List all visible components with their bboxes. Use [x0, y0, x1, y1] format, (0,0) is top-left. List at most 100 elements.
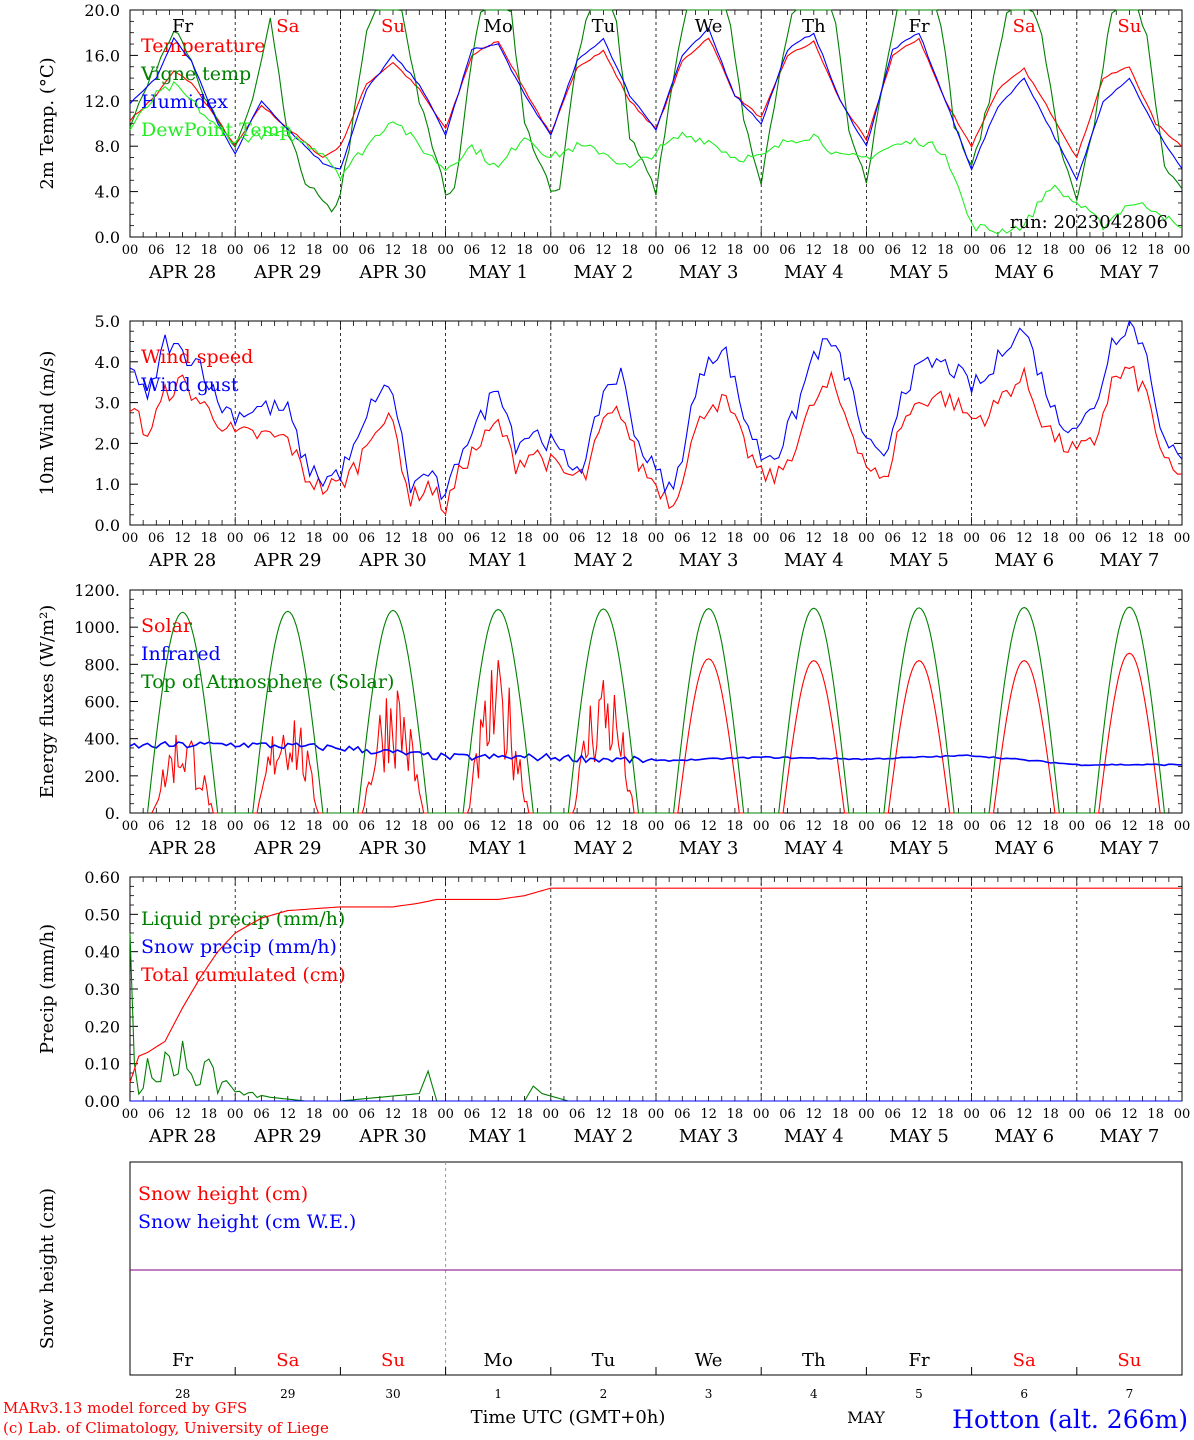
- weekday-label: Sa: [1013, 16, 1036, 37]
- date-label: MAY 5: [889, 262, 949, 283]
- y-tick-label: 0.0: [95, 516, 120, 535]
- hour-tick-label: 12: [806, 531, 823, 546]
- hour-tick-label: 00: [437, 531, 454, 546]
- y-tick-label: 800.: [84, 655, 120, 674]
- date-label: APR 28: [148, 262, 216, 283]
- y-tick-label: 4.0: [95, 353, 120, 372]
- hour-tick-label: 06: [148, 531, 165, 546]
- series-line: [129, 81, 1183, 235]
- hour-tick-label: 12: [385, 819, 402, 834]
- hour-tick-label: 12: [806, 243, 823, 258]
- hour-tick-label: 18: [201, 531, 218, 546]
- date-label: MAY 5: [889, 1126, 949, 1147]
- hour-tick-label: 12: [1016, 243, 1033, 258]
- legend-entry: Wind speed: [141, 346, 253, 368]
- hour-tick-label: 18: [937, 531, 954, 546]
- hour-tick-label: 12: [490, 819, 507, 834]
- hour-tick-label: 18: [306, 819, 323, 834]
- y-tick-label: 0.60: [84, 868, 120, 887]
- y-axis-label: 10m Wind (m/s): [37, 351, 58, 496]
- hour-tick-label: 00: [122, 819, 139, 834]
- series-line: [129, 740, 1182, 767]
- hour-tick-label: 06: [1095, 531, 1112, 546]
- date-label: MAY 3: [679, 262, 739, 283]
- weekday-label: Fr: [908, 1350, 929, 1371]
- hour-tick-label: 06: [253, 819, 270, 834]
- hour-tick-label: 00: [648, 819, 665, 834]
- hour-tick-label: 12: [174, 1107, 191, 1122]
- hour-tick-label: 00: [648, 1107, 665, 1122]
- hour-tick-label: 00: [122, 531, 139, 546]
- hour-tick-label: 18: [937, 243, 954, 258]
- hour-tick-label: 00: [332, 819, 349, 834]
- legend-entry: Temperature: [141, 35, 265, 57]
- weekday-label: Mo: [484, 16, 513, 37]
- date-label: MAY 6: [994, 262, 1054, 283]
- hour-tick-label: 12: [1016, 1107, 1033, 1122]
- hour-tick-label: 06: [253, 531, 270, 546]
- hour-tick-label: 00: [1174, 243, 1191, 258]
- panel-1: 00 06 12 18 00 06 12 18 00 06 12 18 00 06 12 18 00 06 12 18…: [37, 1, 1190, 283]
- hour-tick-label: 18: [306, 243, 323, 258]
- y-axis-label: Energy fluxes (W/m²): [37, 605, 58, 799]
- hour-tick-label: 06: [1095, 1107, 1112, 1122]
- hour-tick-label: 18: [937, 819, 954, 834]
- hour-tick-label: 18: [832, 819, 849, 834]
- date-label: MAY 1: [468, 1126, 528, 1147]
- footer-axis-title: Time UTC (GMT+0h): [471, 1407, 666, 1428]
- date-label: APR 28: [148, 1126, 216, 1147]
- hour-tick-label: 12: [806, 819, 823, 834]
- weekday-label: Su: [381, 16, 405, 37]
- y-axis-label: Snow height (cm): [37, 1188, 58, 1349]
- hour-tick-label: 12: [595, 243, 612, 258]
- hour-tick-label: 12: [700, 243, 717, 258]
- hour-tick-label: 18: [201, 819, 218, 834]
- hour-tick-label: 00: [227, 1107, 244, 1122]
- y-tick-label: 16.0: [84, 46, 120, 65]
- y-tick-label: 5.0: [95, 312, 120, 331]
- hour-tick-label: 06: [569, 531, 586, 546]
- hour-tick-label: 00: [227, 243, 244, 258]
- weekday-label: Fr: [908, 16, 929, 37]
- legend-entry: Snow height (cm W.E.): [138, 1211, 356, 1233]
- hour-tick-label: 18: [1042, 819, 1059, 834]
- hour-tick-label: 00: [753, 819, 770, 834]
- hour-tick-label: 06: [1095, 243, 1112, 258]
- hour-tick-label: 06: [569, 819, 586, 834]
- hour-tick-label: 06: [990, 243, 1007, 258]
- hour-tick-label: 00: [753, 243, 770, 258]
- y-tick-label: 8.0: [95, 137, 120, 156]
- hour-tick-label: 00: [437, 243, 454, 258]
- legend-entry: Solar: [141, 615, 193, 637]
- day-number-label: 6: [1020, 1387, 1028, 1401]
- date-label: MAY 6: [994, 838, 1054, 859]
- weekday-label: Su: [1117, 1350, 1141, 1371]
- series-line: [129, 365, 1183, 516]
- y-tick-label: 4.0: [95, 183, 120, 202]
- hour-tick-label: 12: [280, 819, 297, 834]
- date-label: MAY 5: [889, 838, 949, 859]
- plot-frame: [129, 589, 1183, 814]
- weekday-label: We: [695, 16, 723, 37]
- hour-tick-label: 18: [306, 531, 323, 546]
- hour-tick-label: 18: [411, 1107, 428, 1122]
- date-label: MAY 1: [468, 550, 528, 571]
- y-tick-label: 1200.: [74, 581, 120, 600]
- hour-tick-label: 18: [411, 243, 428, 258]
- weekday-label: Th: [802, 16, 826, 37]
- date-label: MAY 5: [889, 550, 949, 571]
- hour-tick-label: 12: [174, 531, 191, 546]
- hour-tick-label: 12: [174, 819, 191, 834]
- hour-tick-label: 00: [648, 243, 665, 258]
- hour-tick-label: 00: [332, 243, 349, 258]
- hour-tick-label: 12: [1121, 531, 1138, 546]
- day-number-label: 29: [280, 1387, 295, 1401]
- hour-tick-label: 18: [201, 243, 218, 258]
- y-axis-label: 2m Temp. (°C): [37, 57, 58, 189]
- station-name: Hotton (alt. 266m): [952, 1405, 1188, 1434]
- hour-tick-label: 00: [858, 531, 875, 546]
- hour-tick-label: 12: [1016, 531, 1033, 546]
- hour-tick-label: 06: [358, 243, 375, 258]
- hour-tick-label: 06: [464, 243, 481, 258]
